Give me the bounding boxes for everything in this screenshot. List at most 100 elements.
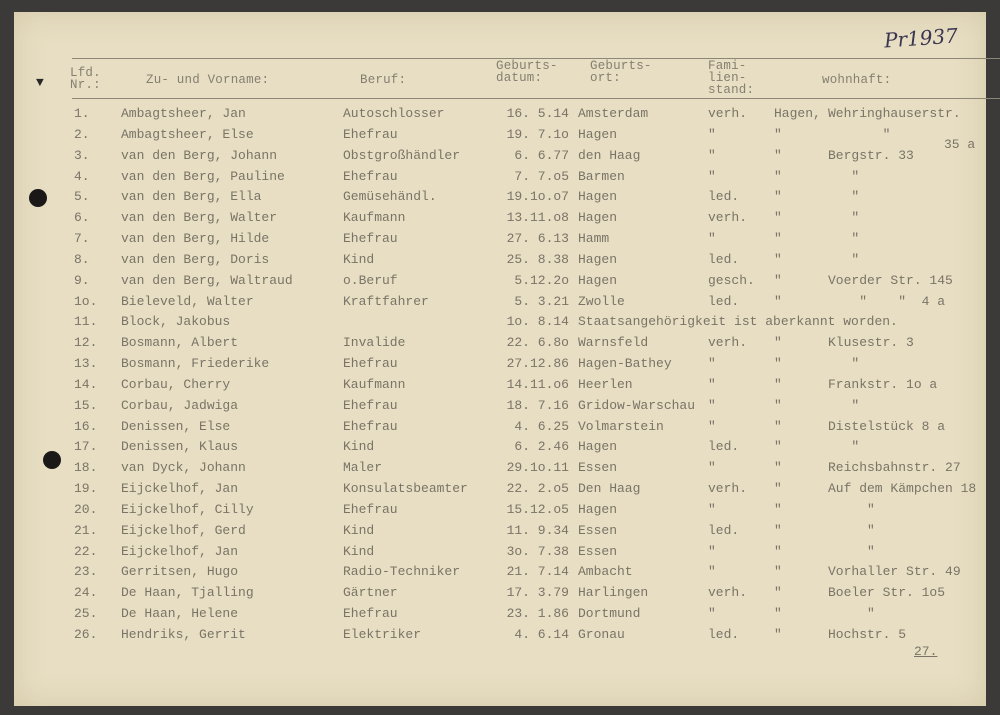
cell-beruf: Obstgroßhändler	[343, 147, 461, 163]
cell-nr: 17.	[74, 439, 98, 455]
cell-name: Denissen, Else	[121, 418, 231, 434]
cell-str: "	[828, 501, 875, 517]
punch-hole	[29, 189, 47, 207]
cell-name: Bieleveld, Walter	[121, 293, 254, 309]
cell-nr: 6.	[74, 210, 90, 226]
cell-fam: "	[708, 460, 716, 476]
cell-ort: Ambacht	[578, 564, 633, 580]
cell-beruf: Maler	[343, 460, 383, 476]
header-name: Zu- und Vorname:	[146, 73, 270, 87]
cell-beruf: Ehefrau	[343, 418, 398, 434]
cell-str: Wehringhauserstr.	[828, 106, 961, 121]
cell-stadt: "	[774, 418, 782, 434]
cell-ort: Hagen-Bathey	[578, 356, 672, 372]
cell-str: "	[828, 126, 891, 142]
cell-nr: 19.	[74, 481, 98, 497]
cell-stadt: "	[774, 460, 782, 476]
cell-stadt: "	[774, 168, 782, 184]
cell-nr: 2.	[74, 126, 90, 142]
header-beruf: Beruf:	[360, 73, 407, 87]
cell-datum: 25. 8.38	[506, 251, 569, 267]
cell-nr: 4.	[74, 168, 90, 184]
cell-str: "	[828, 606, 875, 622]
cell-stadt: "	[774, 335, 782, 351]
table-row: 6. van den Berg, Walter Kaufmann 13.11.o8 Ha…	[14, 210, 986, 230]
cell-ort: Hagen	[578, 210, 618, 226]
cell-ort: Essen	[578, 543, 618, 559]
cell-nr: 23.	[74, 564, 98, 580]
header-wohnhaft: wohnhaft:	[822, 73, 892, 87]
cell-name: Bosmann, Albert	[121, 335, 239, 351]
cell-fam: "	[708, 126, 716, 142]
cell-datum: 14.11.o6	[506, 376, 569, 392]
cell-datum: 3o. 7.38	[506, 543, 569, 559]
cell-stadt: "	[774, 189, 782, 205]
table-row: 24. De Haan, Tjalling Gärtner 17. 3.79 Harli…	[14, 585, 986, 605]
cell-ort: Warnsfeld	[578, 335, 649, 351]
table-row: 2. Ambagtsheer, Else Ehefrau 19. 7.1o Hagen "…	[14, 127, 986, 147]
cell-datum: 15.12.o5	[506, 501, 569, 517]
cell-datum: 29.1o.11	[506, 460, 569, 476]
cell-beruf: Radio-Techniker	[343, 564, 461, 580]
page-total: 27.	[914, 644, 938, 659]
cell-fam: verh.	[708, 335, 748, 351]
cell-nr: 1o.	[74, 293, 98, 309]
cell-nr: 3.	[74, 147, 90, 163]
cell-name: Gerritsen, Hugo	[121, 564, 239, 580]
cell-str: "	[828, 356, 860, 372]
cell-str: Boeler Str. 1o5	[828, 585, 946, 601]
cell-ort: Volmarstein	[578, 418, 664, 434]
cell-stadt: "	[774, 397, 782, 413]
cell-nr: 12.	[74, 335, 98, 351]
cell-fam: "	[708, 501, 716, 517]
cell-nr: 9.	[74, 272, 90, 288]
cell-datum: 27. 6.13	[506, 231, 569, 247]
cell-datum: 19.1o.o7	[506, 189, 569, 205]
cell-ort: Hagen	[578, 189, 618, 205]
header-nr: Lfd. Nr.:	[70, 66, 101, 92]
table-row: 3. van den Berg, Johann Obstgroßhändler 6. …	[14, 148, 986, 168]
cell-fam: led.	[708, 293, 740, 309]
cell-name: Corbau, Jadwiga	[121, 397, 239, 413]
table-row: 16. Denissen, Else Ehefrau 4. 6.25 Volmarste…	[14, 419, 986, 439]
cell-nr: 18.	[74, 460, 98, 476]
table-row: 8. van den Berg, Doris Kind 25. 8.38 Hagen le…	[14, 252, 986, 272]
cell-ort: Gridow-Warschau	[578, 397, 696, 413]
cell-name: van den Berg, Johann	[121, 147, 278, 163]
cell-str: Bergstr. 33	[828, 147, 914, 163]
cell-beruf: Kind	[343, 522, 375, 538]
cell-stadt: "	[774, 564, 782, 580]
cell-fam: verh.	[708, 210, 748, 226]
cell-beruf: Ehefrau	[343, 356, 398, 372]
cell-stadt: "	[774, 210, 782, 226]
cell-beruf: Kaufmann	[343, 210, 406, 226]
table-row: 15. Corbau, Jadwiga Ehefrau 18. 7.16 Gridow-…	[14, 398, 986, 418]
cell-name: van den Berg, Walter	[121, 210, 278, 226]
table-row: 26. Hendriks, Gerrit Elektriker 4. 6.14 Gron…	[14, 627, 986, 647]
cell-note: Staatsangehörigkeit ist aberkannt worden…	[578, 314, 898, 330]
cell-beruf: Kind	[343, 543, 375, 559]
cell-stadt: "	[774, 585, 782, 601]
cell-name: Eijckelhof, Jan	[121, 543, 239, 559]
cell-beruf: Gemüsehändl.	[343, 189, 437, 205]
document-page: Pr1937 ▼ Lfd. Nr.: Zu- und Vorname: Beru…	[14, 12, 1000, 706]
table-row: 17. Denissen, Klaus Kind 6. 2.46 Hagen led. " …	[14, 439, 986, 459]
address-continuation: 35 a	[944, 137, 976, 152]
cell-stadt: "	[774, 231, 782, 247]
cell-nr: 15.	[74, 397, 98, 413]
cell-datum: 6. 6.77	[514, 147, 569, 163]
cell-str: "	[828, 251, 860, 267]
cell-nr: 1.	[74, 106, 90, 121]
table-row: 11. Block, Jakobus 1o. 8.14 Staatsangehörig…	[14, 314, 986, 334]
cell-ort: Essen	[578, 522, 618, 538]
cell-datum: 22. 2.o5	[506, 481, 569, 497]
cell-stadt: "	[774, 481, 782, 497]
cell-fam: led.	[708, 439, 740, 455]
cell-ort: Dortmund	[578, 606, 641, 622]
cell-str: Reichsbahnstr. 27	[828, 460, 961, 476]
cell-name: Bosmann, Friederike	[121, 356, 270, 372]
cell-nr: 26.	[74, 627, 98, 642]
table-row: 13. Bosmann, Friederike Ehefrau 27.12.86 Hag…	[14, 356, 986, 376]
cell-stadt: "	[774, 501, 782, 517]
margin-mark: ▼	[36, 75, 44, 90]
